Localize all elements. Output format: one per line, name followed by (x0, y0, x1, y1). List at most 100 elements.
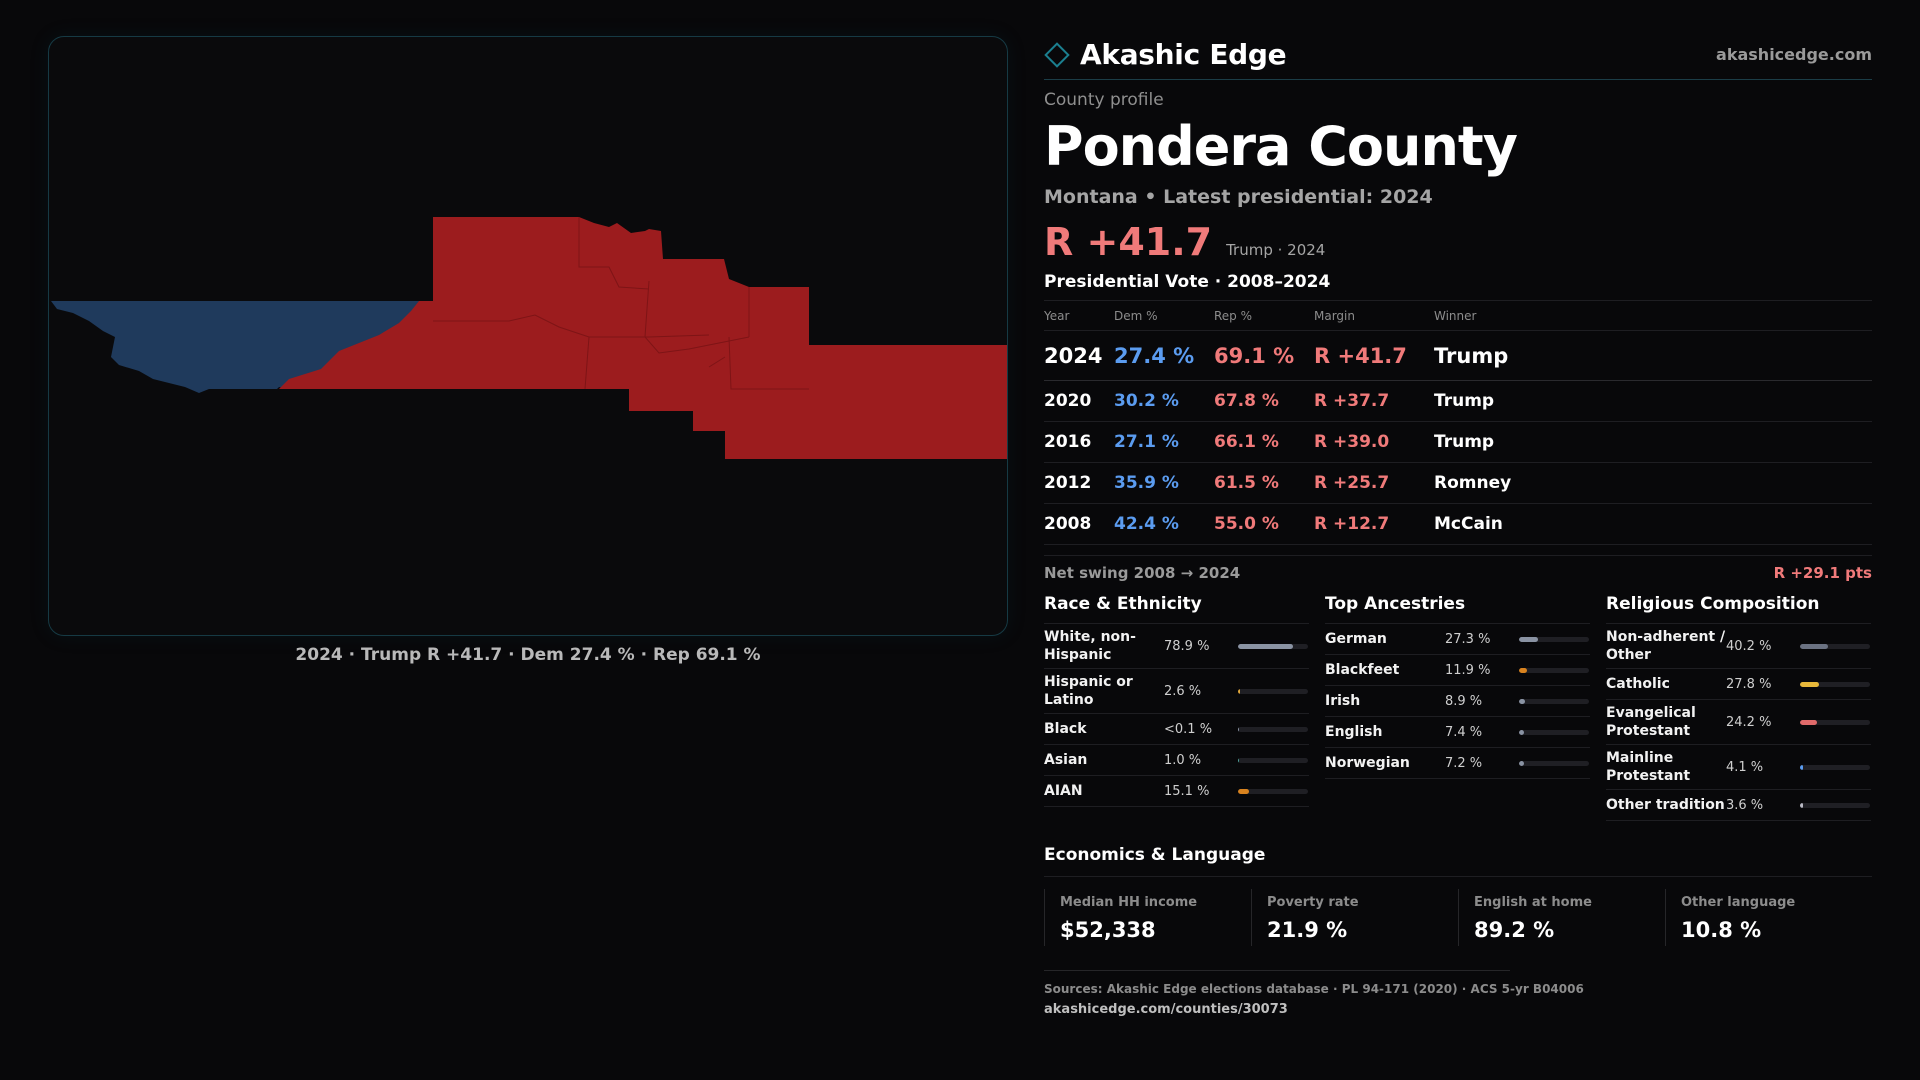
list-item: Non-adherent / Other 40.2 % (1606, 624, 1871, 669)
stat-value: 89.2 % (1474, 918, 1555, 942)
race-label: White, non-Hispanic (1044, 629, 1136, 663)
map-region-rep[interactable] (279, 217, 1008, 459)
col-dem: Dem % (1114, 301, 1214, 331)
ancestry-bar-fill (1519, 636, 1539, 642)
list-item: Irish 8.9 % (1325, 686, 1590, 717)
stat-label: Other language (1681, 895, 1796, 910)
winner-cell: Trump (1434, 421, 1872, 463)
race-label: Black (1044, 721, 1087, 737)
year-cell: 2012 (1044, 462, 1114, 504)
table-row[interactable]: 2008 42.4 % 55.0 % R +12.7 McCain (1044, 503, 1872, 545)
race-title: Race & Ethnicity (1044, 594, 1309, 624)
table-row[interactable]: 2012 35.9 % 61.5 % R +25.7 Romney (1044, 462, 1872, 504)
col-year: Year (1044, 301, 1114, 331)
religion-label: Catholic (1606, 676, 1670, 692)
religion-bar-fill (1800, 764, 1803, 770)
religion-value: 4.1 % (1726, 759, 1764, 775)
ancestry-value: 8.9 % (1445, 693, 1483, 709)
map-svg (51, 217, 1008, 459)
list-item: Catholic 27.8 % (1606, 669, 1871, 700)
dem-cell: 27.1 % (1114, 421, 1214, 463)
demographics: Race & Ethnicity White, non-Hispanic 78.… (1044, 594, 1872, 821)
list-item: Norwegian 7.2 % (1325, 748, 1590, 779)
religion-bar (1800, 681, 1870, 687)
year-cell: 2024 (1044, 330, 1114, 381)
dem-cell: 30.2 % (1114, 380, 1214, 422)
stat-card: English at home 89.2 % (1458, 889, 1665, 946)
table-row[interactable]: 2020 30.2 % 67.8 % R +37.7 Trump (1044, 380, 1872, 422)
race-panel: Race & Ethnicity White, non-Hispanic 78.… (1044, 594, 1309, 821)
religion-bar (1800, 764, 1870, 770)
race-bar-fill (1238, 688, 1240, 694)
ancestry-value: 27.3 % (1445, 631, 1491, 647)
winner-cell: Trump (1434, 380, 1872, 422)
stat-card: Poverty rate 21.9 % (1251, 889, 1458, 946)
ancestry-label: Norwegian (1325, 755, 1410, 771)
economics-title: Economics & Language (1044, 845, 1872, 877)
ancestry-bar-fill (1519, 698, 1526, 704)
ancestry-bar (1519, 729, 1589, 735)
race-label: Asian (1044, 752, 1088, 768)
religion-label: Other tradition (1606, 797, 1725, 813)
ancestry-bar-fill (1519, 729, 1525, 735)
ancestry-value: 7.4 % (1445, 724, 1483, 740)
col-rep: Rep % (1214, 301, 1314, 331)
margin-note: Trump · 2024 (1226, 241, 1326, 259)
ancestry-label: German (1325, 631, 1387, 647)
race-bar-fill (1238, 757, 1239, 763)
stat-value: 10.8 % (1681, 918, 1762, 942)
page-title: Pondera County (1044, 115, 1518, 178)
race-bar (1238, 688, 1308, 694)
religion-value: 24.2 % (1726, 714, 1772, 730)
site-url[interactable]: akashicedge.com (1716, 45, 1872, 64)
list-item: Blackfeet 11.9 % (1325, 655, 1590, 686)
race-bar (1238, 788, 1308, 794)
race-bar (1238, 757, 1308, 763)
religion-label: Non-adherent / Other (1606, 629, 1726, 663)
ancestry-bar-fill (1519, 667, 1528, 673)
religion-bar (1800, 802, 1870, 808)
footer-link[interactable]: akashicedge.com/counties/30073 (1044, 1002, 1288, 1017)
col-winner: Winner (1434, 301, 1872, 331)
religion-label: Mainline Protestant (1606, 750, 1691, 784)
brand-name: Akashic Edge (1080, 38, 1287, 71)
ancestry-panel: Top Ancestries German 27.3 % Blackfeet 1… (1325, 594, 1590, 821)
rep-cell: 61.5 % (1214, 462, 1314, 504)
race-bar (1238, 643, 1308, 649)
swing-label: Net swing 2008 → 2024 (1044, 564, 1241, 582)
ancestry-bar-fill (1519, 760, 1525, 766)
race-bar-fill (1238, 643, 1294, 649)
stat-label: Poverty rate (1267, 895, 1359, 910)
ancestry-title: Top Ancestries (1325, 594, 1590, 624)
list-item: Evangelical Protestant 24.2 % (1606, 700, 1871, 745)
county-map[interactable] (48, 36, 1008, 636)
race-value: 78.9 % (1164, 638, 1210, 654)
margin-value: R +41.7 (1044, 220, 1213, 264)
map-precinct-lines (433, 217, 809, 390)
stat-label: English at home (1474, 895, 1592, 910)
religion-bar-fill (1800, 802, 1803, 808)
religion-bar (1800, 719, 1870, 725)
winner-cell: Trump (1434, 330, 1872, 381)
margin-cell: R +39.0 (1314, 421, 1434, 463)
race-value: <0.1 % (1164, 721, 1213, 737)
sources-note: Sources: Akashic Edge elections database… (1044, 982, 1584, 996)
year-cell: 2020 (1044, 380, 1114, 422)
table-row[interactable]: 2016 27.1 % 66.1 % R +39.0 Trump (1044, 421, 1872, 463)
religion-value: 27.8 % (1726, 676, 1772, 692)
brand[interactable]: Akashic Edge (1044, 38, 1287, 71)
race-bar-fill (1238, 788, 1249, 794)
list-item: White, non-Hispanic 78.9 % (1044, 624, 1309, 669)
rep-cell: 55.0 % (1214, 503, 1314, 545)
table-row[interactable]: 2024 27.4 % 69.1 % R +41.7 Trump (1044, 330, 1872, 381)
race-value: 15.1 % (1164, 783, 1210, 799)
winner-cell: McCain (1434, 503, 1872, 545)
list-item: Other tradition 3.6 % (1606, 790, 1871, 821)
dem-cell: 42.4 % (1114, 503, 1214, 545)
headline-margin: R +41.7 Trump · 2024 (1044, 220, 1872, 264)
ancestry-value: 11.9 % (1445, 662, 1491, 678)
race-value: 1.0 % (1164, 752, 1202, 768)
ancestry-bar (1519, 698, 1589, 704)
religion-bar (1800, 643, 1870, 649)
page-kicker: County profile (1044, 90, 1164, 110)
